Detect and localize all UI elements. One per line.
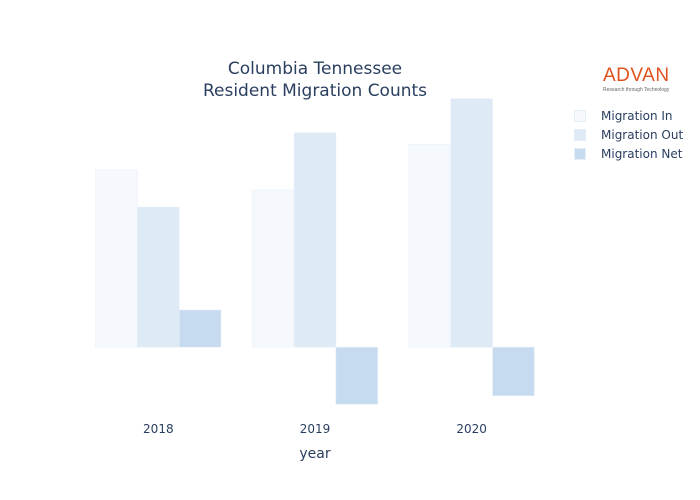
bar-migration-in-2019[interactable] bbox=[252, 189, 295, 348]
x-tick-label-2018: 2018 bbox=[143, 422, 174, 436]
legend-label-migration-out: Migration Out bbox=[601, 127, 684, 142]
bar-migration-net-2019[interactable] bbox=[335, 346, 378, 405]
legend-item-migration-out[interactable]: Migration Out bbox=[574, 125, 683, 144]
bar-migration-net-2020[interactable] bbox=[492, 346, 535, 396]
legend-swatch-migration-net bbox=[574, 147, 586, 160]
legend-swatch-migration-out bbox=[574, 128, 586, 141]
x-tick-label-2019: 2019 bbox=[300, 422, 331, 436]
logo-text: ADVAN bbox=[603, 65, 670, 86]
legend: Migration In Migration Out Migration Net bbox=[574, 106, 683, 163]
advan-logo: ADVAN Research through Technology bbox=[603, 65, 670, 94]
bar-migration-in-2020[interactable] bbox=[408, 144, 452, 348]
bar-migration-out-2020[interactable] bbox=[450, 98, 493, 348]
chart-title-line-1: Columbia Tennessee bbox=[227, 59, 403, 79]
legend-swatch-migration-in bbox=[574, 109, 586, 122]
legend-label-migration-in: Migration In bbox=[601, 108, 673, 123]
bars-group bbox=[95, 98, 535, 405]
bar-migration-in-2018[interactable] bbox=[95, 169, 138, 348]
bar-migration-out-2019[interactable] bbox=[293, 132, 337, 348]
bar-migration-net-2018[interactable] bbox=[178, 309, 222, 348]
legend-item-migration-in[interactable]: Migration In bbox=[574, 106, 683, 125]
x-tick-label-2020: 2020 bbox=[456, 422, 487, 436]
x-axis-label: year bbox=[299, 446, 331, 462]
legend-label-migration-net: Migration Net bbox=[601, 146, 683, 161]
bar-migration-out-2018[interactable] bbox=[137, 206, 180, 348]
legend-item-migration-net[interactable]: Migration Net bbox=[574, 144, 683, 163]
logo-tagline: Research through Technology bbox=[603, 87, 670, 93]
chart-title-line-2: Resident Migration Counts bbox=[202, 81, 428, 101]
x-tick-labels: 2018 2019 2020 bbox=[143, 422, 487, 436]
